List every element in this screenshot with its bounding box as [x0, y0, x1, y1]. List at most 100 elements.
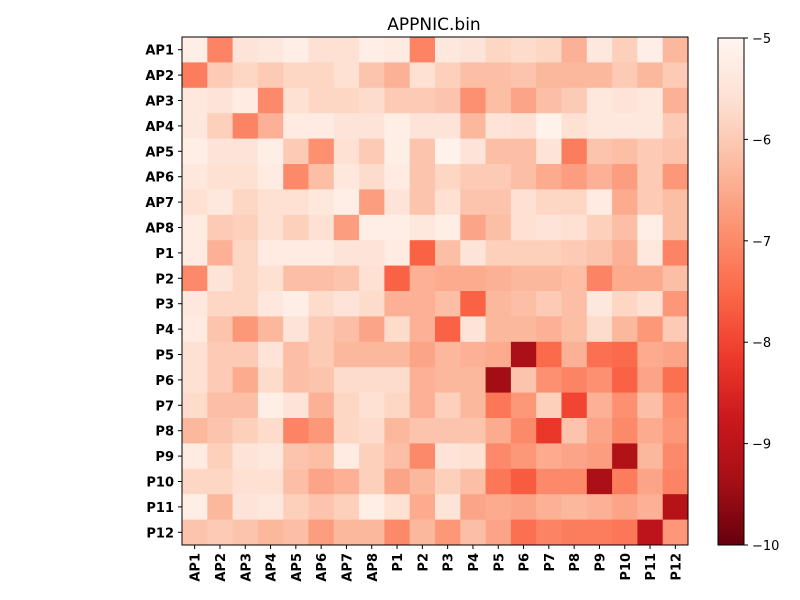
heatmap-cell-AP4-P8 [561, 113, 588, 139]
heatmap-cell-AP4-P7 [536, 113, 562, 139]
heatmap-cell-P10-AP2 [207, 468, 233, 495]
heatmap-cell-P8-P5 [485, 418, 512, 444]
heatmap-cell-AP4-AP1 [182, 113, 208, 139]
heatmap-cell-AP5-P7 [536, 138, 562, 165]
heatmap-cell-P11-P4 [460, 494, 486, 520]
heatmap-cell-AP6-AP2 [207, 164, 233, 190]
heatmap-cell-AP5-P2 [409, 138, 436, 165]
heatmap-cell-AP8-AP5 [283, 214, 309, 241]
heatmap-cell-AP3-AP8 [359, 87, 385, 114]
colorbar [717, 37, 745, 546]
heatmap-cell-P10-P9 [586, 468, 613, 495]
heatmap-cell-P12-P4 [460, 519, 486, 546]
heatmap-cell-P5-P4 [460, 341, 486, 368]
heatmap-cell-P3-P1 [384, 291, 411, 317]
heatmap-cell-AP1-P6 [510, 37, 537, 63]
x-tick-label-P4: P4 [467, 553, 482, 572]
heatmap-cell-P12-P3 [435, 519, 461, 546]
y-tick-label-AP5: AP5 [145, 145, 174, 160]
heatmap-cell-AP7-P10 [612, 189, 638, 216]
heatmap-cell-AP6-P9 [586, 164, 613, 190]
heatmap-cell-P6-P8 [561, 367, 588, 393]
heatmap-cell-AP3-P3 [435, 87, 461, 114]
heatmap-cell-P2-P12 [662, 265, 689, 292]
heatmap-cell-P10-P11 [637, 468, 664, 495]
heatmap-cell-AP8-AP3 [232, 214, 259, 241]
heatmap-cell-P8-P6 [510, 418, 537, 444]
plot-frame [181, 36, 689, 546]
heatmap-cell-P3-AP3 [232, 291, 259, 317]
heatmap-cell-P4-P1 [384, 316, 411, 343]
heatmap-cell-P9-AP1 [182, 443, 208, 470]
heatmap-cell-P9-P6 [510, 443, 537, 470]
x-tick-label-AP2: AP2 [214, 553, 229, 582]
heatmap-cell-P9-AP6 [308, 443, 335, 470]
heatmap-cell-P11-P10 [612, 494, 638, 520]
heatmap-cell-AP2-P4 [460, 62, 486, 89]
heatmap-cell-P6-P6 [510, 367, 537, 393]
heatmap-cell-P6-P2 [409, 367, 436, 393]
heatmap-cell-P7-AP8 [359, 392, 385, 419]
heatmap-cell-P11-AP8 [359, 494, 385, 520]
heatmap-cell-P12-AP6 [308, 519, 335, 546]
heatmap-cell-AP1-AP6 [308, 37, 335, 63]
heatmap-cell-P7-AP2 [207, 392, 233, 419]
y-tick-label-AP8: AP8 [145, 222, 174, 237]
heatmap-cell-P1-P2 [409, 240, 436, 266]
heatmap-cell-P4-AP2 [207, 316, 233, 343]
y-tick-label-AP4: AP4 [145, 120, 174, 135]
heatmap-cell-P7-P2 [409, 392, 436, 419]
heatmap-cell-P3-AP8 [359, 291, 385, 317]
heatmap-cell-P6-P7 [536, 367, 562, 393]
heatmap-cell-AP6-AP6 [308, 164, 335, 190]
heatmap-cell-P11-P7 [536, 494, 562, 520]
heatmap-cell-AP1-P3 [435, 37, 461, 63]
heatmap-cell-AP7-P11 [637, 189, 664, 216]
heatmap-cell-P5-AP6 [308, 341, 335, 368]
y-tick-label-P2: P2 [155, 272, 174, 287]
heatmap-cell-AP3-P2 [409, 87, 436, 114]
heatmap-cell-AP6-P2 [409, 164, 436, 190]
heatmap-cell-AP3-P5 [485, 87, 512, 114]
heatmap-cell-AP4-AP7 [333, 113, 360, 139]
heatmap-cell-P2-P9 [586, 265, 613, 292]
heatmap-cell-AP1-P2 [409, 37, 436, 63]
heatmap-cell-AP6-P7 [536, 164, 562, 190]
heatmap-cell-P11-AP6 [308, 494, 335, 520]
heatmap-cell-P2-AP5 [283, 265, 309, 292]
heatmap-cell-P10-AP3 [232, 468, 259, 495]
y-tick-label-P7: P7 [155, 399, 174, 414]
heatmap-cell-P1-AP7 [333, 240, 360, 266]
heatmap-cell-AP5-P4 [460, 138, 486, 165]
heatmap-cell-AP4-AP5 [283, 113, 309, 139]
heatmap-cell-P5-P3 [435, 341, 461, 368]
heatmap-cell-AP6-P6 [510, 164, 537, 190]
heatmap-cell-P7-P11 [637, 392, 664, 419]
heatmap-cell-P4-P2 [409, 316, 436, 343]
heatmap-cell-P11-P11 [637, 494, 664, 520]
heatmap-cell-AP8-P4 [460, 214, 486, 241]
heatmap-cell-P4-P11 [637, 316, 664, 343]
x-axis: AP1 AP2 AP3 AP4 AP5 AP6 AP7 AP8 P1 P2 P3 P4 P5 P6 P7 P8… [189, 545, 684, 582]
heatmap-cell-P12-P11 [637, 519, 664, 546]
heatmap-cell-AP7-P2 [409, 189, 436, 216]
heatmap-cell-AP2-AP5 [283, 62, 309, 89]
heatmap-cell-P11-AP1 [182, 494, 208, 520]
heatmap-cell-P8-AP5 [283, 418, 309, 444]
heatmap-cell-P1-P3 [435, 240, 461, 266]
heatmap-cell-AP2-P3 [435, 62, 461, 89]
heatmap-cell-AP7-AP7 [333, 189, 360, 216]
heatmap-cell-AP5-P10 [612, 138, 638, 165]
heatmap-cell-P7-P9 [586, 392, 613, 419]
heatmap-cell-AP7-P6 [510, 189, 537, 216]
heatmap-cell-P11-P9 [586, 494, 613, 520]
heatmap-cell-P5-P2 [409, 341, 436, 368]
x-tick-label-P3: P3 [442, 553, 457, 572]
heatmap-cell-P2-P11 [637, 265, 664, 292]
heatmap-cell-P6-AP3 [232, 367, 259, 393]
heatmap-cell-P1-AP4 [257, 240, 284, 266]
heatmap-cell-P2-P6 [510, 265, 537, 292]
heatmap-cell-P3-AP2 [207, 291, 233, 317]
heatmap-cell-P8-P1 [384, 418, 411, 444]
heatmap-cell-P5-P5 [485, 341, 512, 368]
